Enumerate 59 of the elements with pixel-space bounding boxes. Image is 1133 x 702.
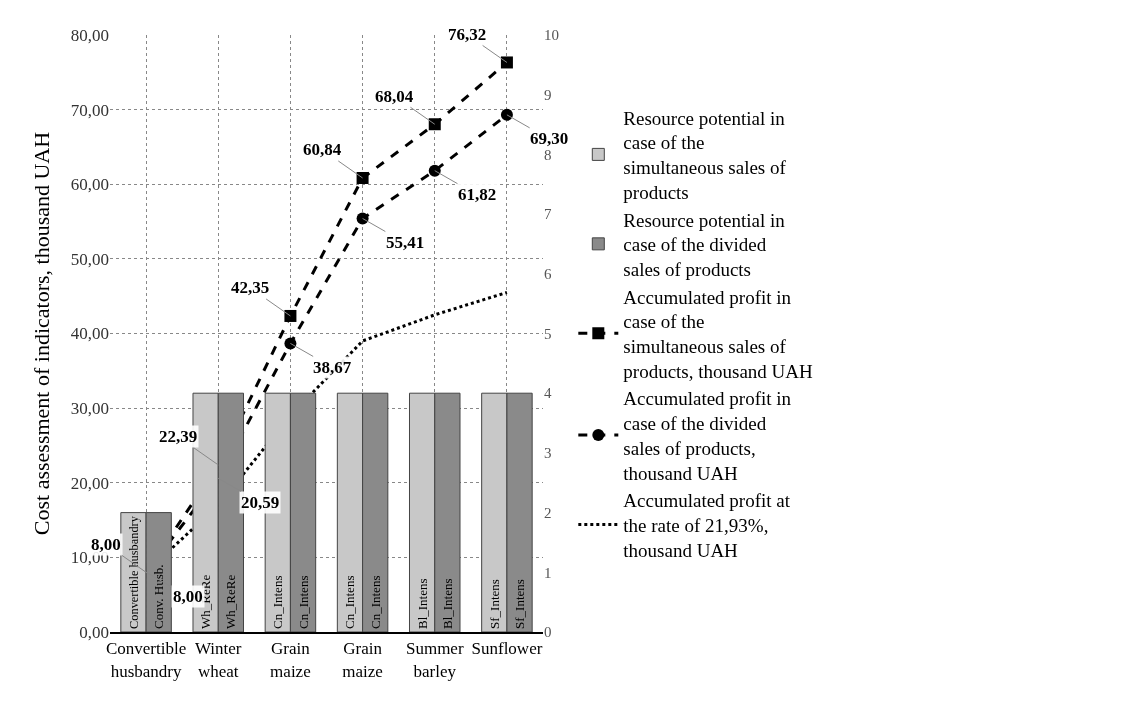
point: [356, 171, 369, 184]
point: [284, 309, 297, 322]
data-label: Sf_Intens: [512, 579, 528, 629]
data-label: 22,39: [159, 427, 198, 446]
y2-tick-label: 3: [544, 445, 552, 462]
data-label: 38,67: [313, 358, 352, 377]
y2-tick-label: 4: [544, 385, 552, 402]
y-tick-label: 60,00: [70, 175, 109, 195]
data-label: 8,00: [173, 587, 203, 606]
x-tick-label: Winter wheat: [194, 639, 242, 681]
y-tick-label: 70,00: [70, 100, 109, 120]
y-tick-label: 20,00: [70, 473, 109, 493]
y-tick-label: 30,00: [70, 399, 109, 419]
data-label: 68,04: [375, 87, 414, 106]
data-label: Conv. Husb.: [151, 564, 167, 629]
data-label: Cn_Intens: [367, 575, 383, 629]
data-label: 60,84: [303, 140, 342, 159]
y2-tick-label: 10: [544, 27, 559, 44]
data-label: Cn_Intens: [270, 575, 286, 629]
data-label: 42,35: [231, 278, 270, 297]
data-label: 69,30: [530, 129, 569, 148]
data-label: Wh_ReRe: [223, 574, 239, 629]
x-tick-label: Sunflower: [471, 639, 543, 659]
x-tick-label: Convertible husbandry: [105, 639, 187, 681]
y-tick-label: 50,00: [70, 249, 109, 269]
data-label: Bl_Intens: [414, 578, 430, 629]
data-label: 76,32: [448, 25, 487, 44]
data-label: Cn_Intens: [295, 575, 311, 629]
y2-tick-label: 1: [544, 564, 552, 581]
y-axis-title: Cost assessment of indicators, thousand UAH: [28, 131, 54, 536]
legend-label: Accumulated profit at the rate of 21,93%, thousand UAH: [623, 490, 791, 561]
data-label: Cn_Intens: [342, 575, 358, 629]
data-label: Bl_Intens: [439, 578, 455, 629]
point: [428, 164, 441, 177]
legend-label: Accumulated profit in case of the simultaneous sales of products, thousand UAH: [623, 286, 814, 382]
data-label: 20,59: [241, 493, 280, 512]
y-tick-label: 0,00: [79, 622, 109, 642]
y2-tick-label: 0: [544, 624, 552, 641]
y2-tick-label: 2: [544, 504, 552, 521]
data-label: Sf_Intens: [486, 579, 502, 629]
legend-label: Accumulated profit in case of the divided sales of products, thousand UAH: [623, 388, 792, 484]
point: [428, 118, 441, 131]
y-tick-label: 40,00: [70, 324, 109, 344]
point: [356, 212, 369, 225]
y2-tick-label: 9: [544, 86, 552, 103]
x-tick-label: Grain maize: [270, 639, 311, 681]
data-label: 61,82: [458, 185, 497, 204]
x-tick-label: Grain maize: [342, 639, 383, 681]
data-label: 55,41: [386, 233, 425, 252]
y2-tick-label: 6: [544, 266, 552, 283]
x-tick-label: Summer barley: [405, 639, 464, 681]
y-tick-label: 80,00: [70, 25, 109, 45]
legend-label: Resource potential in case of the simultaneous sales of products: [623, 107, 787, 203]
legend-label: Resource potential in case of the divided sales of products: [623, 209, 786, 280]
y2-tick-label: 7: [544, 206, 552, 223]
y2-tick-label: 5: [544, 325, 552, 342]
point: [500, 56, 513, 69]
point: [500, 108, 513, 121]
y2-tick-label: 8: [544, 146, 552, 163]
